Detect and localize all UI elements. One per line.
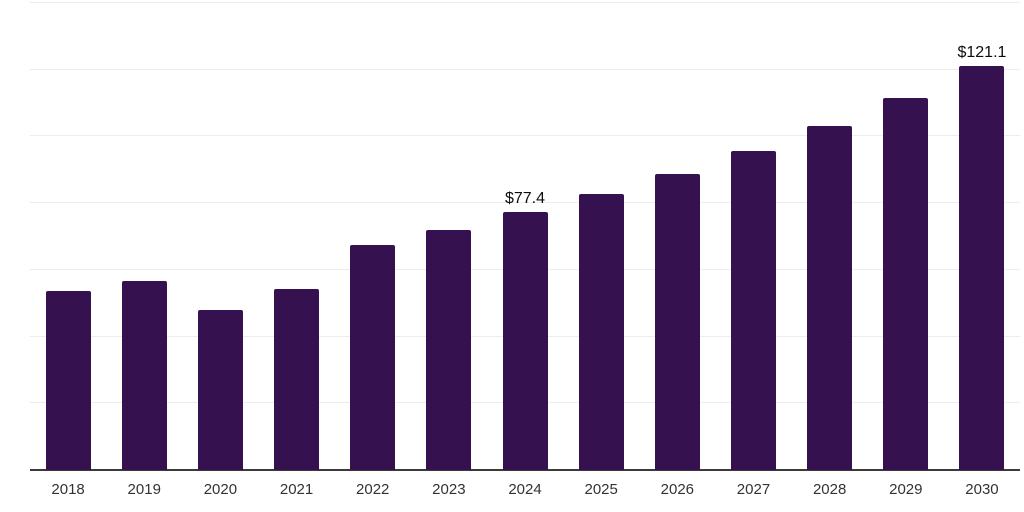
x-tick-label-2020: 2020 <box>203 481 238 498</box>
bar-2025 <box>578 194 624 470</box>
bar-2030 <box>959 66 1005 470</box>
x-tick-label-2028: 2028 <box>812 481 847 498</box>
bar-2028 <box>807 125 853 470</box>
bar-cell-2028 <box>792 3 868 470</box>
bar-2029 <box>883 98 929 470</box>
plot-area: $77.4 $121.1 <box>30 2 1020 471</box>
bar-2020 <box>197 310 243 470</box>
bar-2027 <box>730 151 776 470</box>
bar-cell-2029 <box>868 3 944 470</box>
bar-2018 <box>45 291 91 470</box>
bar-2019 <box>121 280 167 470</box>
bar-2024 <box>502 211 548 470</box>
x-tick-label-2030: 2030 <box>965 481 999 498</box>
gridline-80 <box>30 202 1020 204</box>
x-tick-label-2029: 2029 <box>889 481 923 498</box>
bar-cell-2021 <box>258 3 334 470</box>
bar-cell-2025 <box>563 3 639 470</box>
bar-cell-2027 <box>715 3 791 470</box>
bar-cell-2018 <box>30 3 106 470</box>
bar-2026 <box>654 173 700 470</box>
bar-2022 <box>350 244 396 470</box>
x-tick-label-2021: 2021 <box>279 481 314 498</box>
bar-2023 <box>426 229 472 470</box>
x-axis-line <box>30 469 1020 471</box>
gridline-120 <box>30 68 1020 70</box>
gridline-140 <box>30 2 1020 3</box>
bar-cell-2019 <box>106 3 182 470</box>
bar-cell-2022 <box>335 3 411 470</box>
x-tick-label-2024: 2024 <box>508 481 542 498</box>
x-tick-label-2019: 2019 <box>127 481 161 498</box>
bar-value-label-2024: $77.4 <box>504 189 546 207</box>
x-axis-labels: 2018 2019 2020 2021 2022 2023 2024 2025 2026 2027… <box>30 472 1020 508</box>
x-tick-label-2026: 2026 <box>660 481 695 498</box>
bar-cell-2024: $77.4 <box>487 3 563 470</box>
x-tick-label-2018: 2018 <box>51 481 85 498</box>
gridline-100 <box>30 135 1020 137</box>
x-tick-label-2022: 2022 <box>356 481 390 498</box>
bars-row: $77.4 $121.1 <box>30 3 1020 470</box>
x-tick-label-2025: 2025 <box>584 481 618 498</box>
x-tick-label-2023: 2023 <box>432 481 466 498</box>
bar-cell-2020 <box>182 3 258 470</box>
bar-value-label-2030: $121.1 <box>957 44 1007 62</box>
x-tick-label-2027: 2027 <box>736 481 771 498</box>
bar-cell-2030: $121.1 <box>944 3 1020 470</box>
bar-2021 <box>274 288 320 470</box>
bar-cell-2023 <box>411 3 487 470</box>
bar-cell-2026 <box>639 3 715 470</box>
